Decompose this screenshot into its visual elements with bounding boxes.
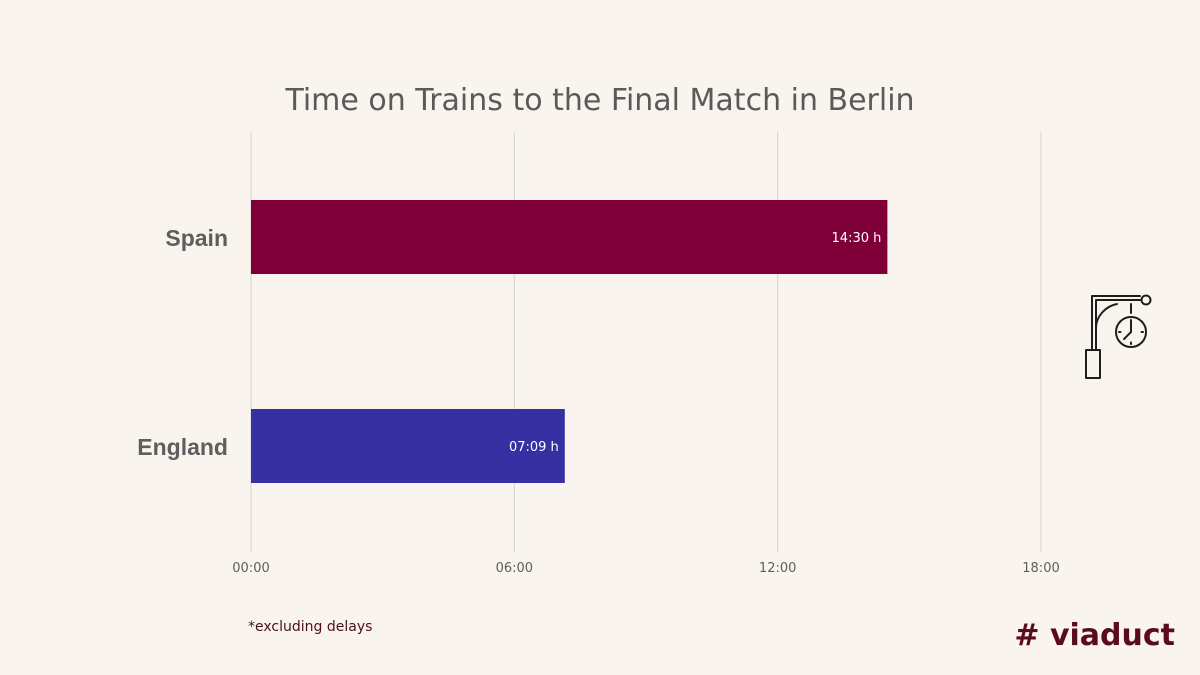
footnote: *excluding delays — [248, 619, 372, 635]
category-label: England — [137, 434, 228, 460]
bars — [251, 200, 888, 483]
bar — [251, 409, 565, 483]
x-tick-label: 12:00 — [759, 561, 796, 576]
brand-logo: # viaduct — [1014, 618, 1175, 653]
bar-value-label: 14:30 h — [832, 231, 882, 246]
x-tick-label: 06:00 — [496, 561, 533, 576]
bar — [251, 200, 888, 274]
x-tick-label: 18:00 — [1022, 561, 1059, 576]
labels: 00:00 06:00 12:00 18:00 14:30 h Spain 07:09 h E… — [137, 225, 1059, 576]
category-label: Spain — [165, 225, 228, 251]
station-clock-icon — [1085, 294, 1152, 379]
chart-title: Time on Trains to the Final Match in Ber… — [284, 83, 914, 118]
bar-value-label: 07:09 h — [509, 440, 559, 455]
gridlines — [250, 132, 1042, 552]
x-tick-label: 00:00 — [232, 561, 269, 576]
